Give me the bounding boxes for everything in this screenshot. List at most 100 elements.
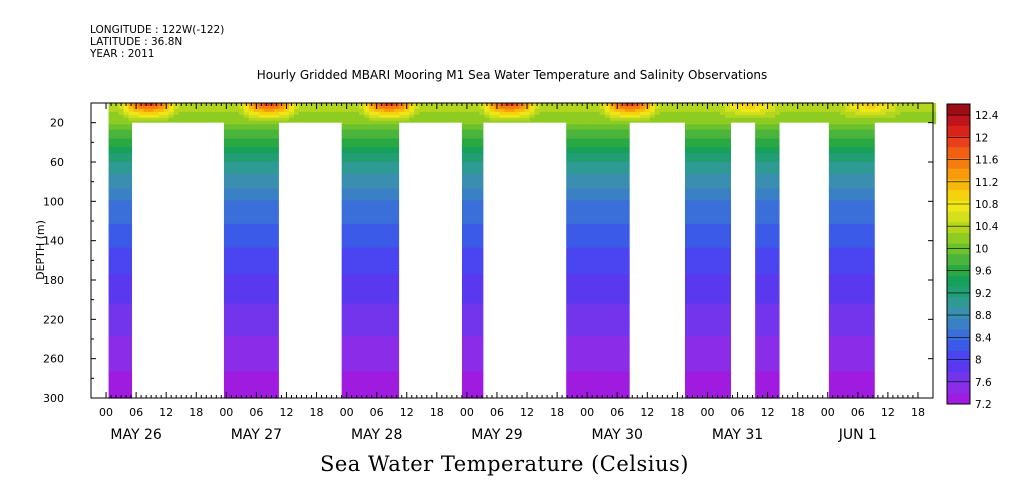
surface-cell xyxy=(253,117,260,122)
surface-cell xyxy=(334,114,340,119)
surface-cell xyxy=(183,111,190,116)
surface-cell xyxy=(339,117,345,122)
temperature-cell xyxy=(341,285,400,290)
surface-cell xyxy=(479,117,486,122)
temperature-cell xyxy=(461,185,484,190)
surface-cell xyxy=(183,108,190,113)
temperature-cell xyxy=(223,123,279,128)
temperature-cell xyxy=(341,185,400,190)
temperature-cell xyxy=(566,356,630,361)
surface-cell xyxy=(359,114,365,119)
temperature-cell xyxy=(684,321,732,325)
surface-cell xyxy=(354,111,360,116)
surface-cell xyxy=(609,108,616,113)
temperature-cell xyxy=(828,144,875,148)
temperature-cell xyxy=(684,226,732,231)
temperature-cell xyxy=(341,315,400,319)
temperature-cell xyxy=(828,153,875,157)
temperature-cell xyxy=(828,247,875,252)
surface-cell xyxy=(364,117,370,122)
surface-cell xyxy=(845,114,851,119)
surface-cell xyxy=(760,117,766,122)
surface-cell xyxy=(334,120,340,125)
y-tick-label: 260 xyxy=(43,353,64,366)
surface-cell xyxy=(875,114,881,119)
temperature-cell xyxy=(566,241,630,246)
temperature-cell xyxy=(461,194,484,198)
temperature-cell xyxy=(566,318,630,322)
temperature-cell xyxy=(566,191,630,196)
temperature-cell xyxy=(828,132,875,137)
x-hour-label: 06 xyxy=(731,406,745,419)
temperature-cell xyxy=(223,247,279,252)
surface-cell xyxy=(725,120,731,125)
surface-cell xyxy=(664,117,671,122)
surface-cell xyxy=(444,111,450,116)
temperature-cell xyxy=(755,259,780,263)
surface-cell xyxy=(554,117,561,122)
temperature-cell xyxy=(566,244,630,249)
surface-cell xyxy=(168,114,175,119)
temperature-cell xyxy=(108,294,133,299)
temperature-cell xyxy=(684,327,732,331)
temperature-cell xyxy=(108,150,133,154)
temperature-cell xyxy=(341,159,400,163)
temperature-cell xyxy=(684,312,732,316)
surface-cell xyxy=(855,111,861,116)
temperature-cell xyxy=(223,389,279,393)
surface-cell xyxy=(253,108,260,113)
surface-cell xyxy=(374,120,380,125)
surface-cell xyxy=(810,108,816,113)
surface-cell xyxy=(629,108,636,113)
x-hour-label: 12 xyxy=(640,406,654,419)
temperature-cell xyxy=(108,132,133,137)
x-hour-label: 18 xyxy=(550,406,564,419)
temperature-cell xyxy=(461,371,484,375)
temperature-cell xyxy=(461,365,484,370)
surface-cell xyxy=(875,108,881,113)
surface-cell xyxy=(765,117,771,122)
temperature-cell xyxy=(828,318,875,322)
temperature-cell xyxy=(755,368,780,373)
surface-cell xyxy=(288,111,295,116)
surface-cell xyxy=(920,108,927,113)
surface-cell xyxy=(654,117,661,122)
temperature-cell xyxy=(341,333,400,337)
surface-cell xyxy=(785,114,791,119)
surface-cell xyxy=(123,117,130,122)
surface-cell xyxy=(805,108,811,113)
temperature-cell xyxy=(223,368,279,373)
surface-cell xyxy=(449,114,455,119)
temperature-cell xyxy=(341,223,400,228)
surface-cell xyxy=(704,111,711,116)
colorbar-swatch xyxy=(947,232,970,244)
surface-cell xyxy=(293,117,300,122)
surface-cell xyxy=(108,105,115,110)
surface-cell xyxy=(554,114,561,119)
temperature-cell xyxy=(108,368,133,373)
surface-cell xyxy=(469,117,476,122)
surface-cell xyxy=(639,120,646,125)
surface-cell xyxy=(574,111,581,116)
temperature-cell xyxy=(223,330,279,334)
surface-cell xyxy=(915,114,922,119)
surface-cell xyxy=(905,111,912,116)
surface-cell xyxy=(825,108,831,113)
x-hour-label: 00 xyxy=(219,406,233,419)
temperature-cell xyxy=(461,268,484,272)
surface-cell xyxy=(785,108,791,113)
surface-cell xyxy=(329,105,335,110)
temperature-cell xyxy=(684,377,732,381)
temperature-cell xyxy=(108,138,133,142)
surface-cell xyxy=(614,120,621,125)
colorbar-label: 7.2 xyxy=(975,399,992,411)
surface-cell xyxy=(750,117,756,122)
temperature-cell xyxy=(684,176,732,181)
surface-cell xyxy=(459,120,465,125)
surface-cell xyxy=(444,108,450,113)
temperature-cell xyxy=(341,350,400,355)
temperature-cell xyxy=(755,377,780,381)
surface-cell xyxy=(604,114,611,119)
surface-cell xyxy=(604,117,611,122)
temperature-cell xyxy=(223,170,279,175)
